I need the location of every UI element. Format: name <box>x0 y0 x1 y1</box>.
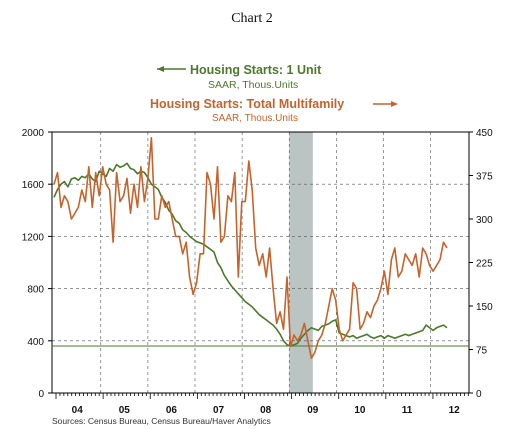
right-tick-label: 375 <box>476 172 493 183</box>
legend-series-1-subtitle: SAAR, Thous.Units <box>208 79 298 91</box>
left-tick-label: 800 <box>27 285 44 296</box>
left-tick-label: 1200 <box>22 232 45 243</box>
series-line-1 <box>53 162 448 347</box>
label-layer: 0 400 800 1200 1600 2000 0 75 150 225 300 375 450 04 0… <box>22 128 493 416</box>
chart-title: Chart 2 <box>231 11 273 26</box>
right-tick-label: 300 <box>476 215 493 226</box>
x-tick-label: 08 <box>260 405 272 416</box>
left-tick-label: 0 <box>38 389 44 400</box>
right-tick-label: 150 <box>476 302 493 313</box>
right-tick-label: 450 <box>476 128 493 139</box>
left-tick-label: 2000 <box>22 128 45 139</box>
axis-layer <box>48 131 473 399</box>
legend-series-2-subtitle: SAAR, Thous.Units <box>212 113 298 124</box>
legend-series-2-name: Housing Starts: Total Multifamily <box>150 97 344 111</box>
x-tick-label: 12 <box>449 405 461 416</box>
x-tick-label: 09 <box>307 405 319 416</box>
recession-shading-layer <box>289 132 313 393</box>
legend-series-1-name: Housing Starts: 1 Unit <box>190 63 322 77</box>
right-tick-label: 0 <box>476 389 482 400</box>
series-line-2 <box>53 137 448 360</box>
legend-series-2: Housing Starts: Total Multifamily SAAR, … <box>150 97 398 124</box>
source-note: Sources: Census Bureau, Census Bureau/Ha… <box>52 416 271 426</box>
x-tick-label: 07 <box>213 405 225 416</box>
x-tick-label: 05 <box>119 405 131 416</box>
series-layer <box>52 137 469 360</box>
legend-arrowhead-2 <box>391 101 398 107</box>
right-tick-label: 225 <box>476 259 493 270</box>
x-tick-label: 11 <box>402 405 413 416</box>
recession-shade <box>289 132 313 393</box>
left-tick-label: 1600 <box>22 180 45 191</box>
legend-series-1: Housing Starts: 1 Unit SAAR, Thous.Units <box>157 63 322 91</box>
x-tick-label: 10 <box>354 405 366 416</box>
left-tick-label: 400 <box>27 337 44 348</box>
right-tick-label: 75 <box>476 346 488 357</box>
legend-arrowhead-1 <box>157 66 164 72</box>
x-tick-label: 04 <box>72 405 84 416</box>
x-tick-label: 06 <box>166 405 178 416</box>
